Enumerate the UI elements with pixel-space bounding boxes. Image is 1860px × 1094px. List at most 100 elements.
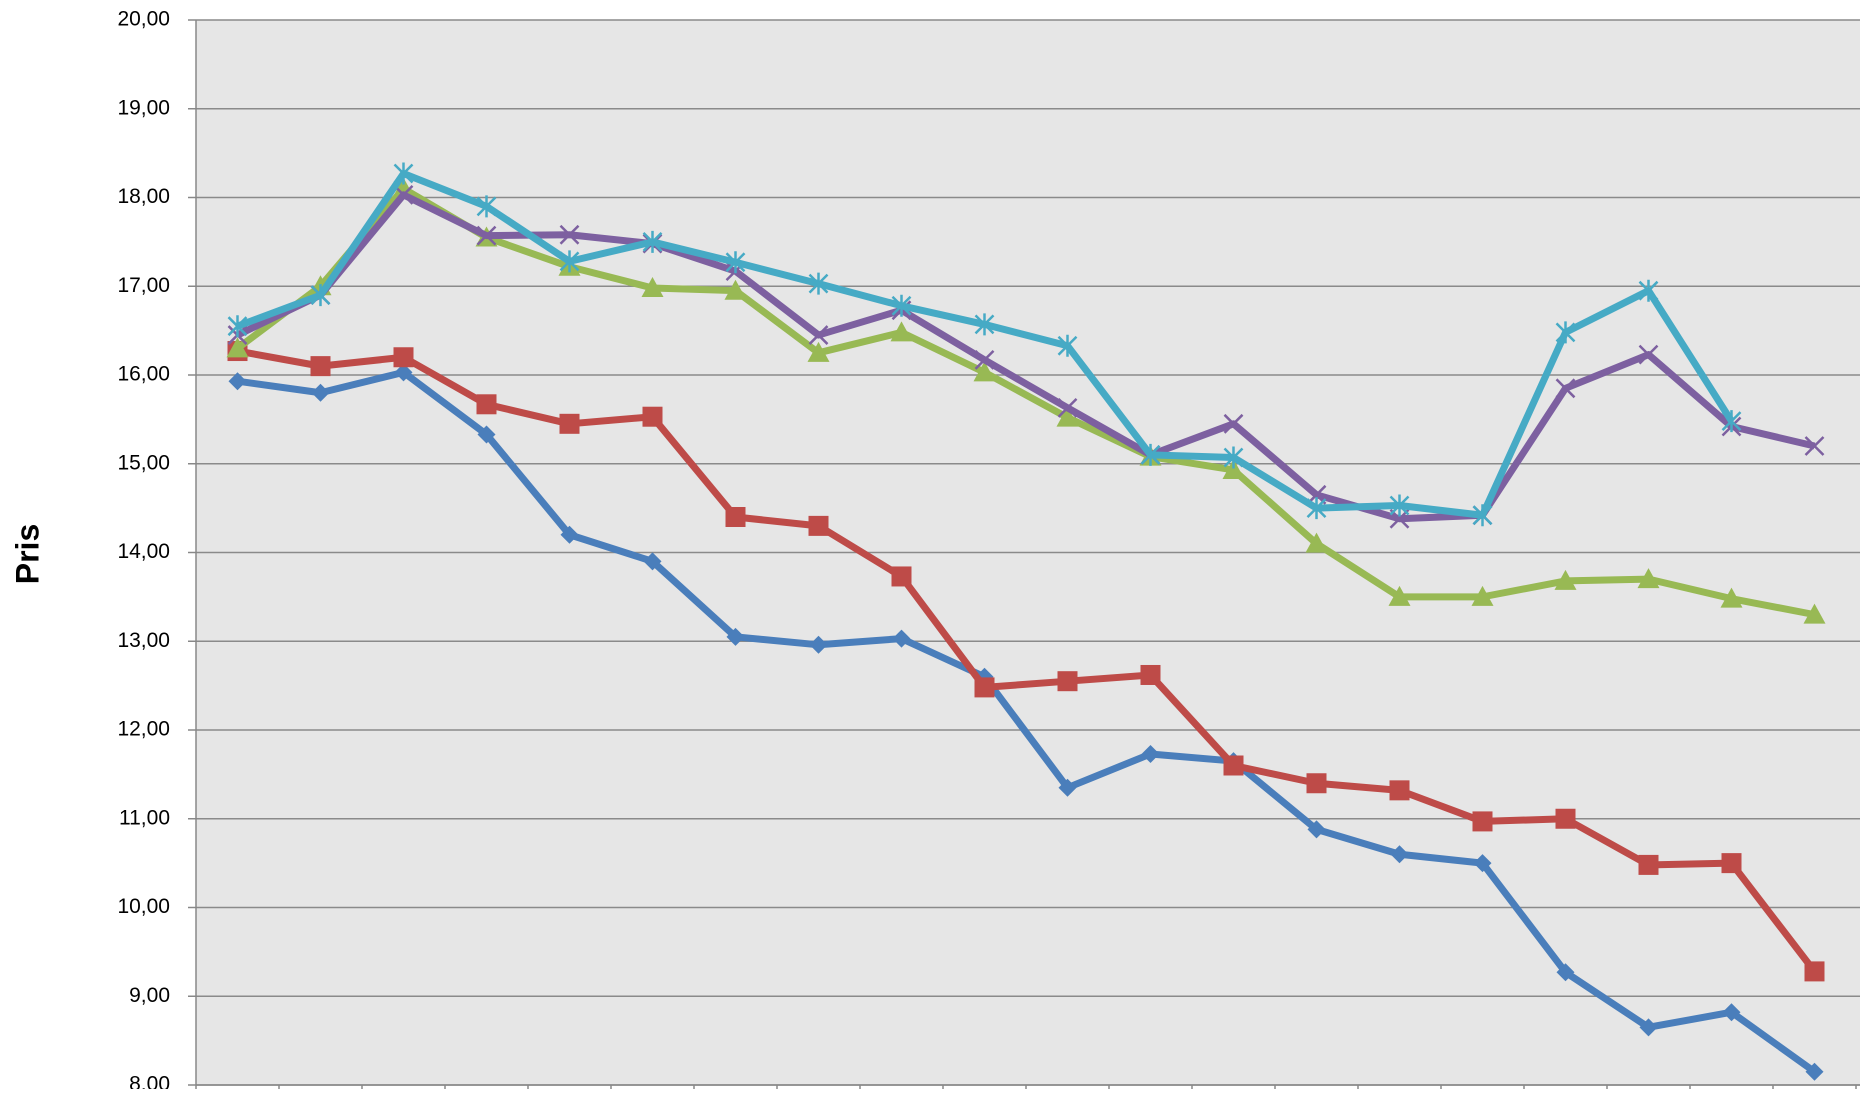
marker	[1305, 532, 1328, 553]
marker	[974, 350, 995, 370]
marker	[974, 677, 995, 698]
marker	[1638, 344, 1659, 365]
marker	[1389, 494, 1410, 517]
marker	[1471, 585, 1494, 606]
marker	[310, 284, 331, 307]
y-tick-label: 20,00	[117, 8, 170, 31]
marker	[891, 294, 912, 317]
y-tick-label: 16,00	[117, 363, 170, 386]
marker	[1803, 603, 1826, 624]
marker	[227, 315, 248, 338]
marker	[725, 251, 746, 274]
marker	[808, 272, 829, 295]
y-tick-label: 14,00	[117, 540, 170, 563]
marker	[1637, 568, 1660, 589]
series-line	[235, 191, 1816, 523]
marker	[310, 356, 331, 377]
marker	[643, 552, 662, 571]
series-line	[237, 368, 1817, 1075]
marker	[1472, 811, 1493, 832]
marker	[1140, 664, 1161, 685]
marker	[1720, 587, 1743, 608]
marker	[476, 195, 497, 218]
marker	[1307, 820, 1326, 839]
marker	[394, 363, 413, 382]
marker	[808, 325, 829, 345]
marker	[393, 347, 414, 368]
series-line	[236, 347, 1818, 974]
y-tick-label: 9,00	[129, 984, 170, 1007]
marker	[1555, 321, 1576, 344]
marker	[1306, 773, 1327, 794]
marker	[1389, 780, 1410, 801]
marker	[724, 279, 747, 300]
marker	[226, 337, 249, 358]
marker	[1472, 504, 1493, 527]
marker	[1141, 744, 1160, 763]
y-tick-label: 18,00	[117, 185, 170, 208]
marker	[1639, 1018, 1658, 1037]
marker	[477, 425, 496, 444]
marker	[559, 413, 580, 434]
marker	[393, 184, 414, 205]
marker	[1057, 397, 1078, 418]
y-tick-label: 12,00	[117, 718, 170, 741]
marker	[1721, 853, 1742, 874]
marker	[974, 313, 995, 336]
marker	[559, 224, 580, 245]
marker	[1223, 755, 1244, 776]
marker	[476, 394, 497, 415]
marker	[1223, 413, 1244, 434]
marker	[1140, 443, 1161, 466]
y-tick-label: 11,00	[119, 806, 170, 829]
marker	[809, 635, 828, 654]
y-axis-label: Pris	[9, 524, 45, 584]
y-tick-label: 19,00	[117, 96, 170, 119]
marker	[228, 372, 247, 391]
marker	[560, 525, 579, 544]
marker	[890, 321, 913, 342]
marker	[1473, 854, 1492, 873]
marker	[1388, 585, 1411, 606]
marker	[891, 566, 912, 587]
marker	[642, 406, 663, 427]
marker	[1555, 808, 1576, 829]
marker	[1555, 378, 1576, 399]
marker	[1306, 497, 1327, 520]
marker	[1223, 446, 1244, 469]
marker	[642, 230, 663, 253]
marker	[1805, 1062, 1824, 1081]
marker	[1056, 406, 1079, 427]
marker	[973, 361, 996, 382]
marker	[1554, 569, 1577, 590]
marker	[1804, 436, 1825, 456]
y-tick-label: 15,00	[117, 451, 170, 474]
marker	[1057, 671, 1078, 692]
marker	[892, 629, 911, 648]
marker	[726, 627, 745, 646]
marker	[808, 515, 829, 536]
marker	[1222, 458, 1245, 479]
marker	[311, 383, 330, 402]
marker	[1722, 1003, 1741, 1022]
marker	[1057, 334, 1078, 357]
marker	[1721, 410, 1742, 433]
marker	[807, 341, 830, 362]
marker	[1556, 963, 1575, 982]
marker	[476, 225, 497, 246]
y-tick-label: 8,00	[129, 1073, 170, 1089]
marker	[1390, 845, 1409, 864]
marker	[1638, 854, 1659, 875]
marker	[1804, 961, 1825, 982]
y-tick-label: 13,00	[117, 629, 170, 652]
marker	[1638, 279, 1659, 302]
marker	[559, 250, 580, 273]
y-tick-label: 17,00	[117, 274, 170, 297]
marker	[392, 177, 415, 198]
marker	[1058, 778, 1077, 797]
y-tick-label: 10,00	[117, 895, 170, 918]
marker	[641, 277, 664, 298]
marker	[725, 507, 746, 527]
